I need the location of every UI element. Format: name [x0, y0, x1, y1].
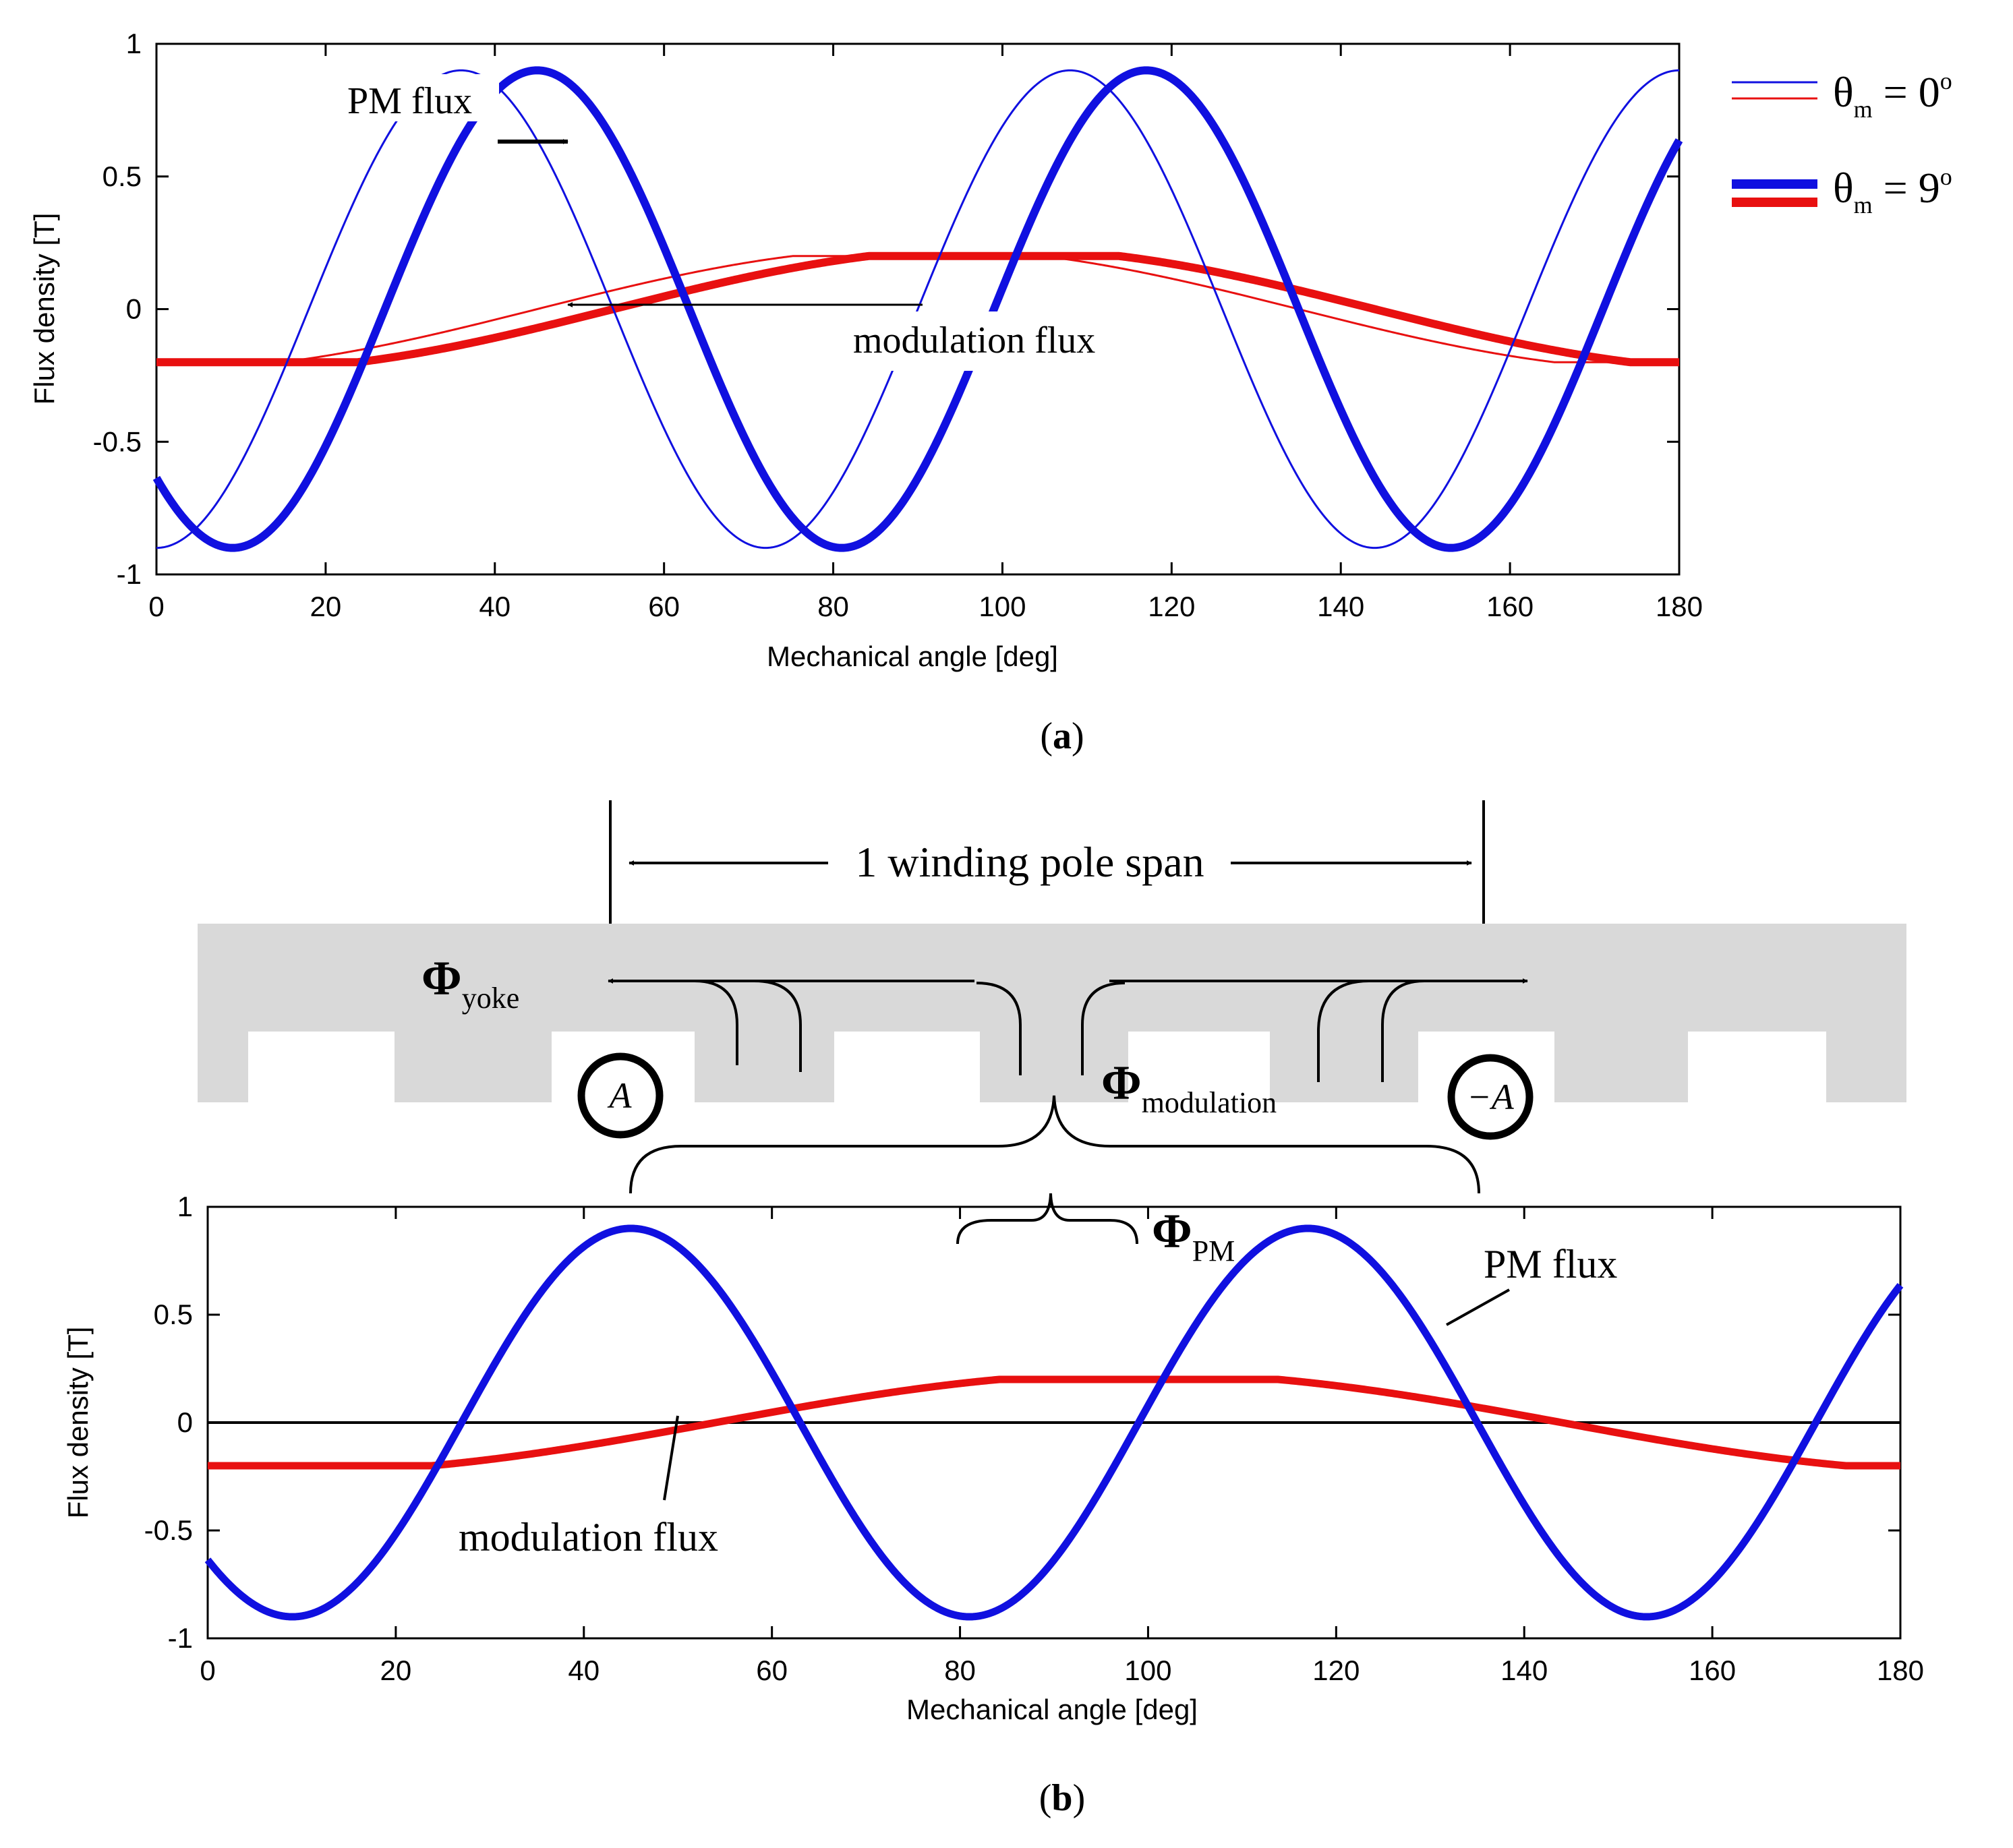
flux-branch [753, 980, 802, 1072]
annotation-modulation-flux: modulation flux [459, 1515, 718, 1559]
x-tick-label: 40 [479, 591, 510, 622]
pm-flux-line [152, 66, 1683, 552]
machine-diagram: 1 winding pole span Φyoke Φmodulation A … [198, 800, 1906, 1268]
series-lines [152, 66, 1683, 552]
x-tick-label: 160 [1689, 1655, 1736, 1686]
phi-modulation-label: Φmodulation [1101, 1056, 1277, 1119]
panel-label-b: (b) [1039, 1777, 1085, 1819]
x-tick-label: 180 [1877, 1655, 1924, 1686]
x-tick-label: 80 [944, 1655, 976, 1686]
modulation-flux-leader [663, 1415, 679, 1501]
phi-pm-label: ΦPM [1152, 1204, 1235, 1268]
x-tick-label: 20 [310, 591, 342, 622]
x-tick-label: 20 [380, 1655, 412, 1686]
tick-marks [206, 1205, 1902, 1640]
x-tick-labels: 0 20 40 60 80 100 120 140 160 180 [200, 1655, 1924, 1686]
annotation-pm-flux: PM flux [347, 80, 472, 122]
legend-entry-1: θm = 9o [1833, 163, 1952, 218]
annotation-bg [339, 74, 499, 121]
pm-flux-line [204, 1224, 1904, 1621]
pole-span-brace [629, 1095, 1480, 1194]
pm-brace [956, 1193, 1138, 1245]
legend-entry-0: θm = 0o [1833, 67, 1952, 123]
y-axis-label: Flux density [T] [62, 1327, 94, 1519]
y-tick-label: -0.5 [144, 1514, 193, 1546]
x-tick-label: 40 [568, 1655, 600, 1686]
stator-core [198, 924, 1906, 1102]
x-tick-label: 0 [148, 591, 164, 622]
annotation-bg [843, 311, 1133, 371]
x-axis-label: Mechanical angle [deg] [767, 640, 1058, 672]
x-tick-label: 120 [1148, 591, 1195, 622]
y-tick-label: -1 [117, 558, 142, 590]
x-tick-label: 80 [817, 591, 849, 622]
x-tick-label: 160 [1486, 591, 1534, 622]
span-label: 1 winding pole span [855, 838, 1204, 886]
y-tick-labels: 1 0.5 0 -0.5 -1 [144, 1191, 193, 1654]
coil-minus-a-label: −A [1467, 1077, 1514, 1117]
x-tick-label: 60 [756, 1655, 788, 1686]
annotation-modulation-flux: modulation flux [853, 320, 1095, 361]
coil-a [577, 1052, 664, 1139]
flux-branch [1317, 980, 1370, 1082]
x-tick-label: 140 [1500, 1655, 1548, 1686]
pm-flux-leader [1446, 1288, 1510, 1326]
x-tick-label: 100 [979, 591, 1026, 622]
y-tick-label: -0.5 [93, 425, 142, 457]
coil-minus-a [1447, 1054, 1534, 1140]
flux-branch [1381, 980, 1425, 1082]
y-tick-label: 0 [177, 1406, 193, 1438]
y-tick-label: 0.5 [103, 160, 142, 192]
x-tick-label: 0 [200, 1655, 215, 1686]
flux-branch [976, 982, 1022, 1075]
flux-branch [694, 980, 738, 1065]
y-tick-label: 1 [126, 28, 142, 59]
modulation-flux-line [154, 251, 1682, 367]
x-axis-label: Mechanical angle [deg] [906, 1694, 1198, 1725]
coil-a-label: A [608, 1075, 633, 1116]
panel-label-a: (a) [1040, 715, 1084, 757]
panel-a: 1 0.5 0 -0.5 -1 0 20 40 60 80 100 120 140 160 180 Flu… [28, 28, 1952, 757]
x-tick-label: 100 [1124, 1655, 1171, 1686]
x-tick-label: 120 [1312, 1655, 1360, 1686]
y-tick-label: 0 [126, 293, 142, 325]
modulation-flux-line [206, 1375, 1902, 1470]
y-tick-label: 0.5 [154, 1299, 193, 1330]
flux-branch [1081, 982, 1126, 1075]
panel-b: 1 0.5 0 -0.5 -1 0 20 40 60 80 100 120 140 160 180 Flu… [62, 1191, 1924, 1819]
y-axis-label: Flux density [T] [28, 213, 60, 405]
tick-marks [155, 42, 1681, 576]
y-tick-label: -1 [168, 1622, 193, 1654]
series-lines [204, 1224, 1904, 1621]
x-tick-label: 140 [1317, 591, 1364, 622]
y-tick-label: 1 [177, 1191, 193, 1222]
annotation-pm-flux: PM flux [1484, 1242, 1617, 1286]
x-tick-label: 180 [1656, 591, 1703, 622]
y-tick-labels: 1 0.5 0 -0.5 -1 [93, 28, 142, 590]
x-tick-label: 60 [648, 591, 680, 622]
x-tick-labels: 0 20 40 60 80 100 120 140 160 180 [148, 591, 1703, 622]
legend: θm = 0o θm = 9o [1732, 67, 1952, 218]
phi-yoke-label: Φyoke [421, 951, 519, 1015]
